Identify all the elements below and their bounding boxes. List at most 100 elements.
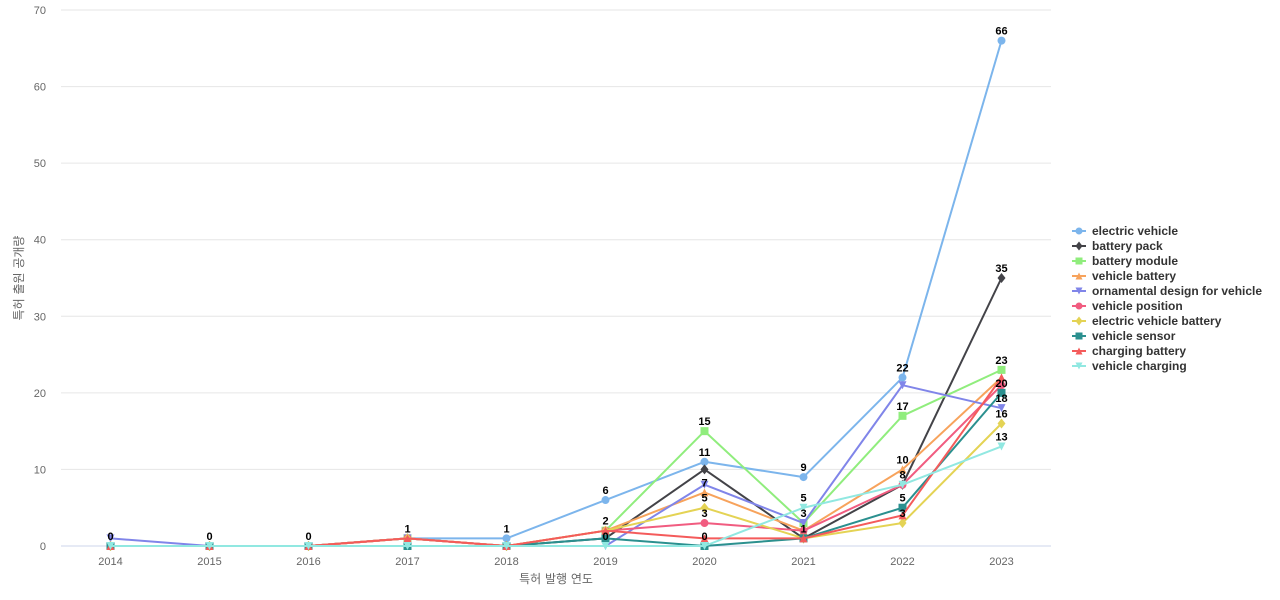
legend-item[interactable]: battery pack [1072, 239, 1163, 253]
data-point[interactable] [898, 503, 907, 512]
data-point[interactable] [799, 526, 808, 535]
x-tick-label: 2021 [791, 556, 815, 568]
series-line [110, 384, 1003, 547]
data-point[interactable] [898, 381, 907, 390]
data-point[interactable] [502, 534, 511, 543]
data-point[interactable] [700, 464, 709, 475]
legend-item[interactable]: battery module [1072, 254, 1178, 268]
legend-marker [1075, 316, 1083, 326]
data-point[interactable] [502, 542, 511, 550]
data-point[interactable] [700, 542, 709, 550]
data-point[interactable] [700, 488, 709, 497]
series-layer [106, 36, 1006, 551]
data-point[interactable] [997, 273, 1006, 283]
data-point[interactable] [106, 534, 115, 543]
legend-label: charging battery [1092, 344, 1186, 358]
x-axis-title: 특허 발행 연도 [519, 571, 593, 586]
legend-item[interactable]: charging battery [1072, 344, 1186, 358]
data-label: 3 [899, 508, 905, 520]
data-label: 3 [800, 508, 806, 520]
data-point[interactable] [304, 542, 313, 550]
data-point[interactable] [997, 373, 1006, 382]
legend-item[interactable]: vehicle charging [1072, 359, 1187, 373]
data-point[interactable] [601, 496, 610, 505]
data-point[interactable] [700, 519, 709, 528]
y-tick-label: 40 [34, 235, 46, 247]
legend-item[interactable]: vehicle position [1072, 299, 1183, 313]
y-tick-label: 10 [34, 464, 46, 476]
data-point[interactable] [799, 534, 808, 543]
data-point[interactable] [205, 542, 214, 550]
legend-item[interactable]: electric vehicle [1072, 224, 1178, 238]
data-point[interactable] [898, 373, 907, 382]
data-point[interactable] [997, 381, 1006, 390]
data-point[interactable] [997, 418, 1006, 429]
x-tick-label: 2020 [692, 556, 716, 568]
data-labels: 0 0 01 162015117530953122171085366352320181… [107, 26, 1007, 543]
series-battery-pack [106, 273, 1006, 551]
y-axis-title: 특허 출원 공개량 [12, 236, 26, 321]
legend-item[interactable]: vehicle battery [1072, 269, 1176, 283]
data-label: 5 [701, 493, 707, 505]
data-point[interactable] [106, 542, 115, 550]
data-point[interactable] [997, 365, 1006, 374]
data-label: 0 [602, 531, 608, 543]
data-label: 20 [995, 378, 1007, 390]
legend-item[interactable]: ornamental design for vehicle [1072, 284, 1262, 298]
y-tick-label: 0 [40, 541, 46, 553]
data-point[interactable] [898, 465, 907, 474]
data-point[interactable] [700, 534, 709, 543]
legend-marker [1075, 257, 1083, 265]
data-point[interactable] [997, 36, 1006, 45]
data-label: 6 [602, 485, 608, 497]
data-point[interactable] [799, 473, 808, 482]
data-point[interactable] [700, 457, 709, 466]
data-point[interactable] [898, 511, 907, 520]
data-point[interactable] [898, 411, 907, 420]
legend-label: vehicle battery [1092, 269, 1176, 283]
data-label: 0 [701, 531, 707, 543]
x-tick-label: 2014 [98, 556, 122, 568]
data-point[interactable] [403, 534, 412, 543]
legend-item[interactable]: electric vehicle battery [1072, 314, 1222, 328]
series-vehicle-position [106, 381, 1006, 550]
data-label: 17 [896, 401, 908, 413]
data-label: 23 [995, 355, 1007, 367]
x-tick-label: 2017 [395, 556, 419, 568]
y-tick-label: 30 [34, 311, 46, 323]
data-label: 66 [995, 26, 1007, 38]
legend-marker [1075, 287, 1083, 295]
data-point[interactable] [997, 388, 1006, 397]
data-point[interactable] [601, 526, 610, 535]
data-point[interactable] [403, 542, 412, 550]
data-point[interactable] [898, 480, 907, 489]
y-tick-label: 50 [34, 158, 46, 170]
data-label: 5 [899, 493, 905, 505]
data-point[interactable] [700, 427, 709, 436]
data-label: 5 [800, 493, 806, 505]
data-point[interactable] [799, 503, 808, 512]
legend-label: vehicle position [1092, 299, 1183, 313]
data-point[interactable] [700, 480, 709, 489]
series-line [110, 422, 1003, 547]
data-label: 1 [404, 523, 410, 535]
x-tick-label: 2016 [296, 556, 320, 568]
data-point[interactable] [898, 518, 907, 529]
series-electric-vehicle-battery [106, 418, 1006, 551]
legend-marker [1075, 302, 1083, 310]
legend-marker [1075, 227, 1083, 235]
legend-marker [1075, 362, 1083, 370]
data-point[interactable] [601, 534, 610, 543]
legend-label: battery pack [1092, 239, 1163, 253]
legend-label: vehicle charging [1092, 359, 1187, 373]
data-point[interactable] [997, 442, 1006, 451]
data-point[interactable] [799, 519, 808, 528]
series-vehicle-charging [106, 442, 1006, 550]
legend-item[interactable]: vehicle sensor [1072, 329, 1176, 343]
y-tick-label: 60 [34, 82, 46, 94]
data-point[interactable] [700, 502, 709, 513]
data-point[interactable] [997, 404, 1006, 413]
data-label: 0 [206, 531, 212, 543]
data-point[interactable] [601, 542, 610, 550]
